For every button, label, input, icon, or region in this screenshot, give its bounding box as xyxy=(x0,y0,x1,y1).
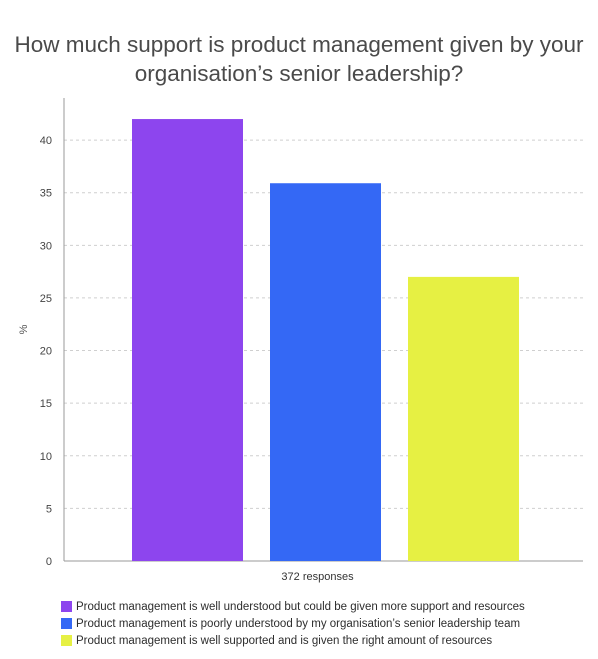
y-tick-label: 35 xyxy=(40,188,52,200)
y-tick-label: 5 xyxy=(46,503,52,515)
y-tick-label: 20 xyxy=(40,346,52,358)
bar-1 xyxy=(132,119,243,561)
legend-swatch-3 xyxy=(61,635,72,646)
legend: Product management is well understood bu… xyxy=(61,598,525,649)
legend-swatch-2 xyxy=(61,618,72,629)
y-tick-label: 0 xyxy=(46,556,52,568)
y-axis-title: % xyxy=(18,324,30,334)
bar-chart: 0 5 10 15 20 25 30 35 40% 372 responses xyxy=(18,98,583,583)
y-tick-label: 10 xyxy=(40,451,52,463)
bar-2 xyxy=(270,183,381,562)
legend-swatch-1 xyxy=(61,601,72,612)
legend-label-1: Product management is well understood bu… xyxy=(76,600,525,613)
y-tick-label: 25 xyxy=(40,293,52,305)
legend-label-3: Product management is well supported and… xyxy=(76,634,493,647)
y-tick-label: 40 xyxy=(40,135,52,147)
y-tick-label: 15 xyxy=(40,398,52,410)
legend-item[interactable]: Product management is well supported and… xyxy=(61,632,525,649)
legend-label-2: Product management is poorly understood … xyxy=(76,617,521,630)
y-tick-label: 30 xyxy=(40,240,52,252)
chart-title: How much support is product management g… xyxy=(14,32,584,86)
bar-3 xyxy=(408,276,519,561)
legend-item[interactable]: Product management is poorly understood … xyxy=(61,615,525,632)
x-category-label: 372 responses xyxy=(281,571,354,583)
legend-item[interactable]: Product management is well understood bu… xyxy=(61,598,525,615)
